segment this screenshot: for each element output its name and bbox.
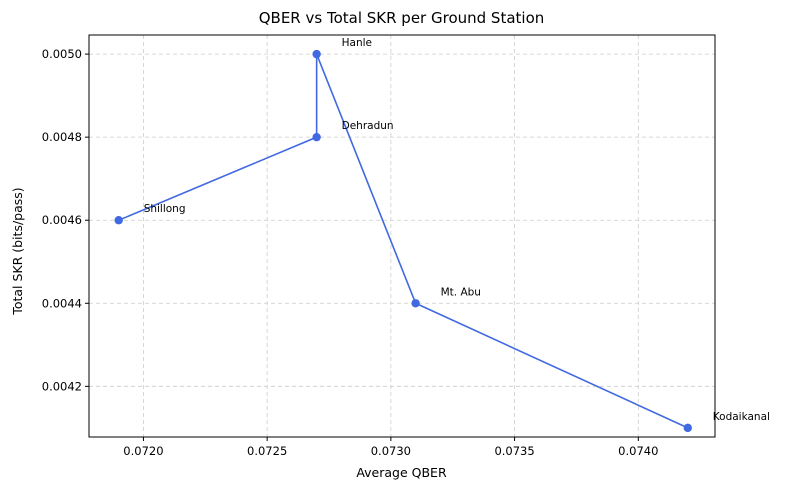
y-axis-ticks: 0.0042 0.0044 0.0046 0.0048 0.0050 [42, 47, 89, 393]
point-label: Kodaikanal [713, 411, 770, 423]
grid [89, 35, 715, 437]
y-tick-label: 0.0048 [42, 130, 82, 144]
points-group [114, 49, 692, 433]
x-tick-label: 0.0730 [371, 444, 411, 458]
point-label: Mt. Abu [441, 286, 481, 298]
plot-frame [88, 34, 716, 438]
point-labels-group: Shillong Dehradun Hanle Mt. Abu Kodaikanal [144, 37, 770, 423]
x-tick-label: 0.0725 [247, 444, 287, 458]
point-label: Dehradun [342, 120, 394, 132]
y-tick-label: 0.0046 [42, 213, 82, 227]
y-tick-label: 0.0042 [42, 379, 82, 393]
data-point [411, 299, 420, 308]
point-label: Shillong [144, 203, 186, 215]
x-axis-ticks: 0.0720 0.0725 0.0730 0.0735 0.0740 [123, 437, 658, 458]
point-label: Hanle [342, 37, 372, 49]
data-point [114, 216, 123, 225]
series-line [118, 53, 689, 429]
y-tick-label: 0.0050 [42, 47, 82, 61]
x-tick-label: 0.0720 [123, 444, 163, 458]
data-point [683, 423, 692, 433]
data-point [312, 132, 321, 142]
x-tick-label: 0.0740 [618, 444, 658, 458]
series-line-group [118, 53, 689, 429]
x-tick-label: 0.0735 [494, 444, 534, 458]
data-point [312, 49, 321, 59]
y-axis-label: Total SKR (bits/pass) [10, 187, 25, 315]
y-tick-label: 0.0044 [42, 296, 82, 310]
chart-title: QBER vs Total SKR per Ground Station [259, 9, 545, 27]
x-axis-label: Average QBER [356, 465, 447, 480]
